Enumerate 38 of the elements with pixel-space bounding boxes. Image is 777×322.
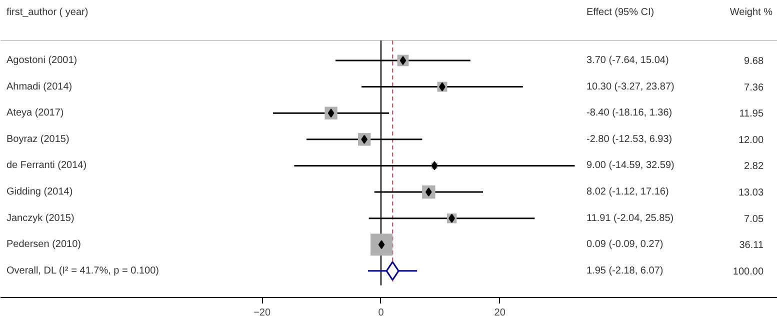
- annotation: 36.11: [739, 240, 764, 252]
- y-tick-label: Janczyk (2015): [6, 212, 74, 224]
- text: Weight %: [730, 6, 773, 18]
- annotation: 1.95 (-2.18, 6.07): [586, 265, 664, 276]
- annotation: 13.03: [738, 188, 764, 199]
- annotation: 8.02 (-1.12, 17.16): [586, 186, 669, 198]
- annotation: -2.80 (-12.53, 6.93): [586, 134, 672, 145]
- annotation: 0.09 (-0.09, 0.27): [586, 239, 664, 250]
- point: [324, 106, 338, 120]
- point: [386, 261, 400, 281]
- y-tick-label: Boyraz (2015): [6, 134, 70, 145]
- y-axis-title: first_author ( year): [6, 6, 88, 18]
- y-tick-label: Ateya (2017): [6, 108, 64, 119]
- annotation: 11.95: [739, 108, 764, 120]
- x-tick-label: −20: [254, 308, 271, 318]
- annotation: 10.30 (-3.27, 23.87): [586, 81, 674, 92]
- y-tick-label: Overall, DL (I² = 41.7%, p = 0.100): [6, 265, 159, 276]
- annotation: 9.00 (-14.59, 32.59): [586, 160, 674, 172]
- y-tick-label: Ahmadi (2014): [6, 81, 72, 92]
- annotation: -8.40 (-18.16, 1.36): [586, 108, 672, 119]
- annotation: 2.82: [744, 161, 764, 172]
- x-tick-label: 0: [378, 308, 384, 318]
- y-tick-label: Agostoni (2001): [6, 54, 78, 66]
- annotation: 7.36: [744, 82, 764, 94]
- y-tick-label: Gidding (2014): [6, 186, 73, 198]
- text: Effect (95% CI): [586, 6, 654, 18]
- annotation: 9.68: [744, 56, 764, 67]
- annotation: 7.05: [744, 214, 764, 225]
- point: [358, 133, 371, 146]
- annotation: 12.00: [738, 134, 764, 146]
- point: [397, 54, 409, 66]
- y-tick-label: Pedersen (2010): [6, 239, 81, 250]
- x-tick-label: 20: [494, 308, 506, 318]
- annotation: 3.70 (-7.64, 15.04): [586, 54, 669, 66]
- y-tick-label: de Ferranti (2014): [6, 160, 87, 172]
- point: [422, 185, 436, 199]
- annotation: 11.91 (-2.04, 25.85): [586, 212, 674, 224]
- annotation: 100.00: [732, 266, 764, 278]
